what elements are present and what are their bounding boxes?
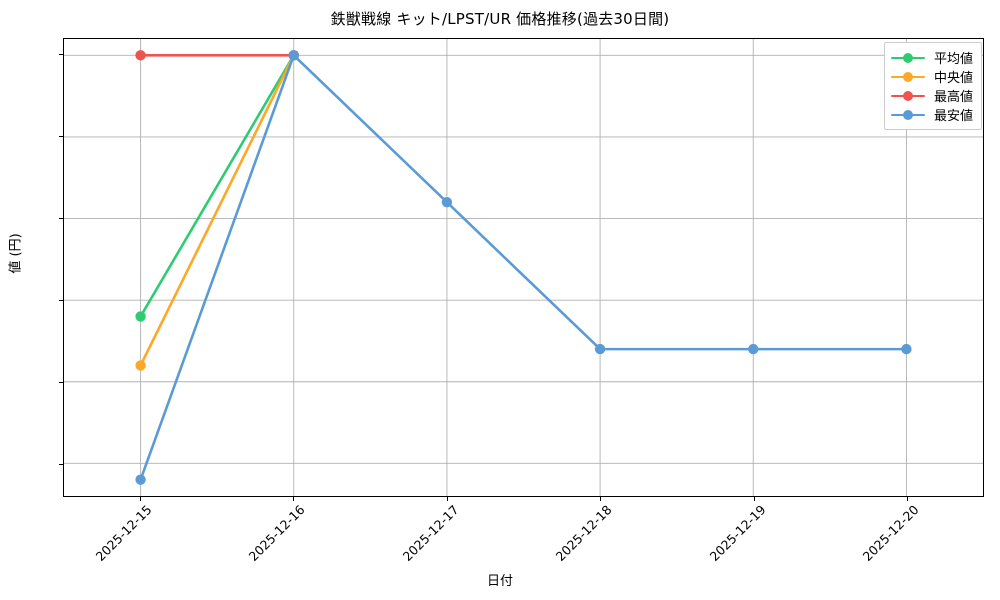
x-tick-label: 2025-12-17 <box>399 502 462 564</box>
data-series-layer <box>135 50 912 485</box>
x-tick-label: 2025-12-16 <box>245 502 308 564</box>
series-line <box>139 54 296 318</box>
legend-label: 最高値 <box>934 90 974 105</box>
legend-swatch-icon <box>891 108 925 122</box>
data-point-marker <box>441 197 453 208</box>
x-tick-mark <box>907 497 909 501</box>
x-tick-mark <box>446 497 448 501</box>
legend-item[interactable]: 最安値 <box>891 105 973 124</box>
y-tick-mark <box>59 218 63 220</box>
x-tick-mark <box>293 497 295 501</box>
x-tick-label: 2025-12-19 <box>706 502 769 564</box>
data-point-marker <box>135 50 146 61</box>
chart-title: 鉄獣戦線 キット/LPST/UR 価格推移(過去30日間) <box>330 10 670 28</box>
legend-label: 平均値 <box>934 52 974 67</box>
legend-item[interactable]: 中央値 <box>891 67 973 86</box>
data-point-marker <box>135 474 146 485</box>
legend-swatch-icon <box>891 70 925 84</box>
legend-label: 最安値 <box>934 109 974 124</box>
series-line <box>139 54 908 481</box>
data-point-marker <box>135 311 146 322</box>
plot-area <box>63 38 984 497</box>
y-tick-mark <box>59 136 63 138</box>
x-tick-label: 2025-12-20 <box>859 502 922 564</box>
data-point-marker <box>135 360 146 371</box>
y-axis-label: 値 (円) <box>8 233 24 274</box>
legend-label: 中央値 <box>934 71 974 86</box>
legend-swatch-icon <box>891 89 925 103</box>
data-point-marker <box>748 343 759 355</box>
legend-swatch-icon <box>891 51 925 65</box>
x-tick-label: 2025-12-18 <box>552 502 615 564</box>
data-point-marker <box>288 50 299 61</box>
legend-item[interactable]: 平均値 <box>891 48 973 67</box>
chart-legend: 平均値中央値最高値最安値 <box>884 42 983 130</box>
x-tick-mark <box>139 497 141 501</box>
y-tick-mark <box>59 54 63 56</box>
data-point-marker <box>594 343 606 355</box>
y-tick-mark <box>59 382 63 384</box>
y-tick-mark <box>59 464 63 466</box>
x-tick-label: 2025-12-15 <box>92 502 155 564</box>
legend-item[interactable]: 最高値 <box>891 86 973 105</box>
series-line <box>139 54 296 367</box>
y-tick-mark <box>59 300 63 302</box>
data-point-marker <box>901 343 912 355</box>
x-axis-label: 日付 <box>486 574 513 589</box>
x-tick-mark <box>600 497 602 501</box>
x-tick-mark <box>753 497 755 501</box>
